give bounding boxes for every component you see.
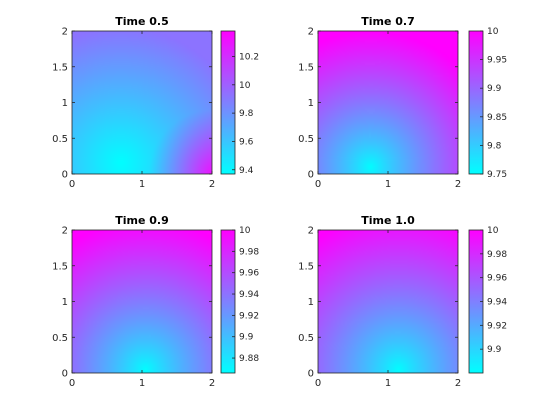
x-tick-label: 0 [69, 179, 75, 190]
x-tick-label: 1 [139, 378, 145, 389]
y-tick-label: 0.5 [52, 134, 68, 145]
colorbar-box [220, 30, 236, 175]
x-tick-label: 0 [69, 378, 75, 389]
colorbar-tick-label: 9.96 [239, 269, 259, 279]
colorbar-tick-label: 9.8 [487, 141, 502, 151]
colorbar-tick-label: 9.95 [487, 56, 507, 66]
y-tick-label: 1 [62, 98, 68, 109]
colorbar-tick-label: 9.9 [487, 345, 502, 355]
y-tick-label: 0.5 [298, 333, 314, 344]
colorbar-tick-label: 9.88 [239, 354, 259, 364]
x-tick-label: 2 [455, 179, 461, 190]
colorbar-tick-label: 10.2 [239, 52, 259, 62]
plot-title: Time 0.9 [115, 214, 169, 227]
y-tick-label: 1 [308, 98, 314, 109]
y-tick-label: 1.5 [298, 261, 314, 272]
y-tick-label: 2 [62, 27, 68, 38]
x-tick-label: 2 [209, 179, 215, 190]
colorbar-tick-label: 9.98 [239, 247, 259, 257]
colorbar-tick-label: 9.98 [487, 250, 507, 260]
y-tick-label: 0 [308, 369, 314, 380]
y-tick-label: 2 [62, 226, 68, 237]
colorbar-tick-label: 9.94 [487, 298, 507, 308]
colorbar-box [220, 229, 236, 374]
heatmap-image [318, 230, 458, 373]
subplot-1: Time 0.5 0 1 2 0 0.5 1 1.5 2 9.4 9.6 9.8 10 10.2 [52, 15, 259, 190]
subplot-4: Time 1.0 0 1 2 0 0.5 1 1.5 2 9.9 9.92 9.94 9.96 9.98 1… [298, 214, 507, 389]
colorbar-tick-label: 9.8 [239, 109, 254, 119]
heatmap-image [72, 230, 212, 373]
x-tick-label: 0 [315, 378, 321, 389]
colorbar-tick-label: 9.9 [487, 84, 502, 94]
x-tick-label: 1 [385, 378, 391, 389]
colorbar [469, 230, 483, 373]
colorbar [221, 31, 235, 174]
heatmap-image [318, 31, 458, 174]
y-tick-label: 1.5 [52, 261, 68, 272]
colorbar-tick-label: 10 [487, 27, 499, 37]
x-tick-label: 2 [455, 378, 461, 389]
y-tick-label: 0 [308, 170, 314, 181]
colorbar-tick-label: 9.92 [239, 311, 259, 321]
colorbar-tick-label: 9.92 [487, 321, 507, 331]
y-tick-label: 1.5 [52, 62, 68, 73]
plot-title: Time 0.7 [361, 15, 415, 28]
x-tick-label: 0 [315, 179, 321, 190]
y-tick-label: 1.5 [298, 62, 314, 73]
colorbar [469, 31, 483, 174]
x-tick-label: 2 [209, 378, 215, 389]
subplot-2: Time 0.7 0 1 2 0 0.5 1 1.5 2 9.75 9.8 9.85 9.9 9.95 10 [298, 15, 507, 190]
colorbar [221, 230, 235, 373]
x-tick-label: 1 [385, 179, 391, 190]
plot-title: Time 1.0 [361, 214, 415, 227]
x-tick-label: 1 [139, 179, 145, 190]
colorbar-tick-label: 9.4 [239, 166, 254, 176]
y-tick-label: 0.5 [52, 333, 68, 344]
y-tick-label: 0 [62, 369, 68, 380]
y-tick-label: 1 [308, 297, 314, 308]
colorbar-tick-label: 10 [487, 226, 499, 236]
colorbar-tick-label: 10 [239, 81, 251, 91]
y-tick-label: 0.5 [298, 134, 314, 145]
colorbar-tick-label: 9.6 [239, 137, 254, 147]
y-tick-label: 1 [62, 297, 68, 308]
colorbar-tick-label: 9.75 [487, 170, 507, 180]
y-tick-label: 2 [308, 27, 314, 38]
colorbar-tick-label: 9.85 [487, 113, 507, 123]
colorbar-tick-label: 9.9 [239, 333, 254, 343]
subplot-3: Time 0.9 0 1 2 0 0.5 1 1.5 2 9.88 9.9 9.92 9.94 9.96 9… [52, 214, 259, 389]
colorbar-box [468, 30, 484, 175]
y-tick-label: 2 [308, 226, 314, 237]
y-tick-label: 0 [62, 170, 68, 181]
colorbar-tick-label: 10 [239, 226, 251, 236]
heatmap-image [72, 31, 212, 174]
colorbar-tick-label: 9.94 [239, 290, 259, 300]
colorbar-tick-label: 9.96 [487, 274, 507, 284]
plot-title: Time 0.5 [115, 15, 169, 28]
